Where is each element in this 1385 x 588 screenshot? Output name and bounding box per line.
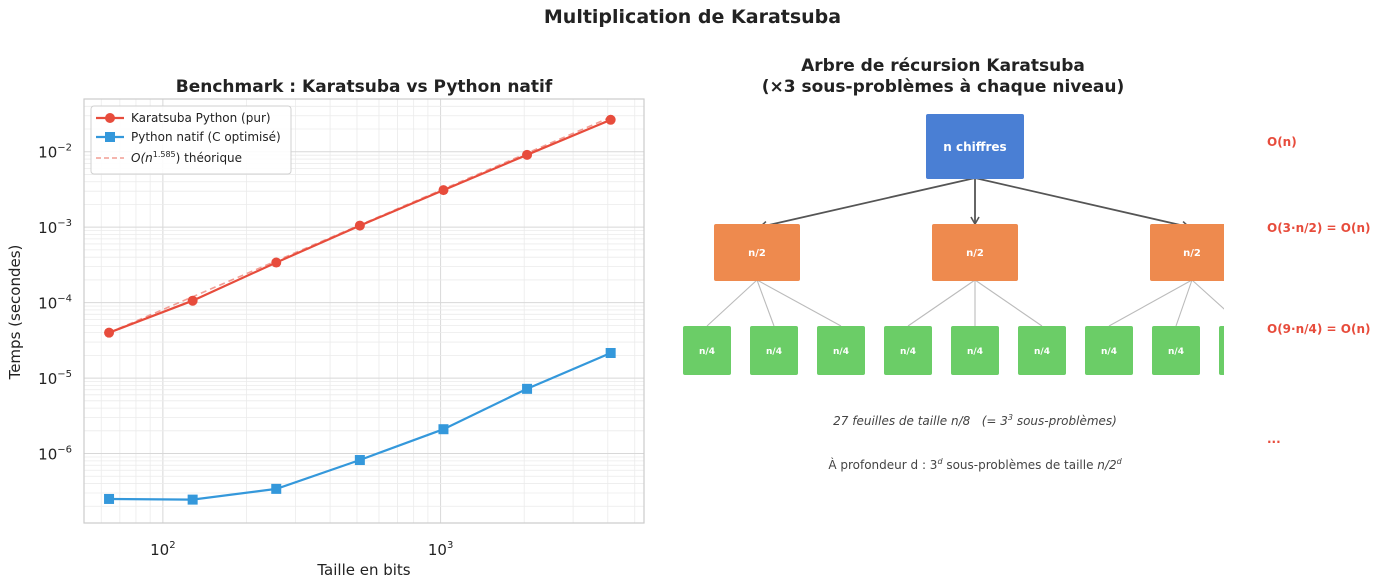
tree-level2-label: n/4 xyxy=(900,347,916,357)
tree-arrow-right xyxy=(974,177,1191,231)
tree-level1-label: n/2 xyxy=(1183,248,1201,259)
data-point-native xyxy=(438,424,449,435)
tree-level2-node: n/4 xyxy=(817,326,865,375)
legend-entry-karatsuba: Karatsuba Python (pur) xyxy=(96,111,271,125)
cost-label-level0: O(n) xyxy=(1267,135,1297,149)
tree-level2-node: n/4 xyxy=(884,326,932,375)
data-point-native xyxy=(522,383,533,394)
legend-label-theory: O(n1.585) théorique xyxy=(131,150,242,165)
tree-level1-node: n/2 xyxy=(932,224,1018,281)
tree-level2-node: n/4 xyxy=(951,326,999,375)
data-point-karatsuba xyxy=(605,114,616,125)
tree-level2-node: n/4 xyxy=(1152,326,1200,375)
legend-marker-square xyxy=(105,132,115,142)
plot-frame xyxy=(83,98,645,524)
data-point-karatsuba xyxy=(522,149,533,160)
tree-note-depth: À profondeur d : 3d sous-problèmes de ta… xyxy=(828,457,1122,472)
x-tick-label: 103 xyxy=(428,540,453,559)
legend-box xyxy=(90,105,292,175)
x-tick-label: 102 xyxy=(150,540,175,559)
data-point-native xyxy=(104,493,115,504)
data-point-karatsuba xyxy=(271,257,282,268)
data-point-karatsuba xyxy=(438,185,449,196)
tree-level1-node: n/2 xyxy=(1150,224,1224,281)
cost-label-level2: O(9·n/4) = O(n) xyxy=(1267,322,1370,336)
y-tick-label: 10−3 xyxy=(38,218,72,237)
tree-level2-node: n/4 xyxy=(683,326,731,375)
tree-level2-label: n/4 xyxy=(699,347,715,357)
series-line-1 xyxy=(108,351,612,501)
data-point-karatsuba xyxy=(187,295,198,306)
y-axis-label: Temps (secondes) xyxy=(6,245,24,381)
tree-level2-label: n/4 xyxy=(1235,347,1251,357)
tree-level2-label: n/4 xyxy=(967,347,983,357)
tree-level2-label: n/4 xyxy=(833,347,849,357)
cost-label-ellipsis: ... xyxy=(1267,432,1281,446)
legend-entry-theory: O(n1.585) théorique xyxy=(96,150,242,165)
benchmark-chart: Benchmark : Karatsuba vs Python natif 10… xyxy=(6,77,645,579)
grid xyxy=(84,98,644,523)
tree-level2-node: n/4 xyxy=(750,326,798,375)
series-area xyxy=(104,114,616,505)
tree-level2-label: n/4 xyxy=(1034,347,1050,357)
data-point-native xyxy=(354,455,365,466)
tree-level2-node: n/4 xyxy=(1085,326,1133,375)
y-tick-label: 10−2 xyxy=(38,143,72,162)
figure-title: Multiplication de Karatsuba xyxy=(543,6,842,28)
legend: Karatsuba Python (pur) Python natif (C o… xyxy=(90,105,292,175)
tree-level2-label: n/4 xyxy=(766,347,782,357)
tree-level1-node: n/2 xyxy=(714,224,800,281)
tree-note-leaves: 27 feuilles de taille n/8 (= 33 sous-pro… xyxy=(833,413,1117,428)
tree-level1-label: n/2 xyxy=(748,248,766,259)
tree-title-line2: (×3 sous-problèmes à chaque niveau) xyxy=(762,77,1125,97)
tree-connectors-level2 xyxy=(706,279,1224,327)
tree-level2-node: n/4 xyxy=(1219,326,1251,375)
tree-level2-node: n/4 xyxy=(1018,326,1066,375)
x-axis-label: Taille en bits xyxy=(316,561,410,579)
tree-root-node: n chiffres xyxy=(926,114,1024,179)
cost-label-level1: O(3·n/2) = O(n) xyxy=(1267,221,1370,235)
tree-arrow-left xyxy=(758,177,976,231)
x-tick-labels: 102 103 xyxy=(150,540,453,559)
data-point-native xyxy=(187,494,198,505)
data-point-karatsuba xyxy=(354,220,365,231)
data-point-native xyxy=(271,483,282,494)
tree-level2-label: n/4 xyxy=(1168,347,1184,357)
tree-area: n chiffres n/2 n/2 n/2 n/4 n/4 n/4 n/4 n… xyxy=(683,114,1251,375)
legend-label-native: Python natif (C optimisé) xyxy=(131,130,281,144)
legend-label-karatsuba: Karatsuba Python (pur) xyxy=(131,111,271,125)
tree-root-label: n chiffres xyxy=(943,140,1006,154)
benchmark-title: Benchmark : Karatsuba vs Python natif xyxy=(176,77,553,97)
data-point-native xyxy=(605,347,616,358)
tree-arrows xyxy=(758,177,1191,231)
data-point-karatsuba xyxy=(104,327,115,338)
y-tick-label: 10−6 xyxy=(38,445,72,464)
y-tick-label: 10−5 xyxy=(38,369,72,388)
tree-level1-label: n/2 xyxy=(966,248,984,259)
tree-level2-label: n/4 xyxy=(1101,347,1117,357)
tree-title-line1: Arbre de récursion Karatsuba xyxy=(801,56,1085,76)
recursion-tree-diagram: Arbre de récursion Karatsuba (×3 sous-pr… xyxy=(683,56,1370,472)
y-tick-labels: 10−6 10−5 10−4 10−3 10−2 xyxy=(38,143,72,464)
y-tick-label: 10−4 xyxy=(38,294,72,313)
legend-marker-circle xyxy=(105,113,115,123)
legend-entry-native: Python natif (C optimisé) xyxy=(96,130,281,144)
